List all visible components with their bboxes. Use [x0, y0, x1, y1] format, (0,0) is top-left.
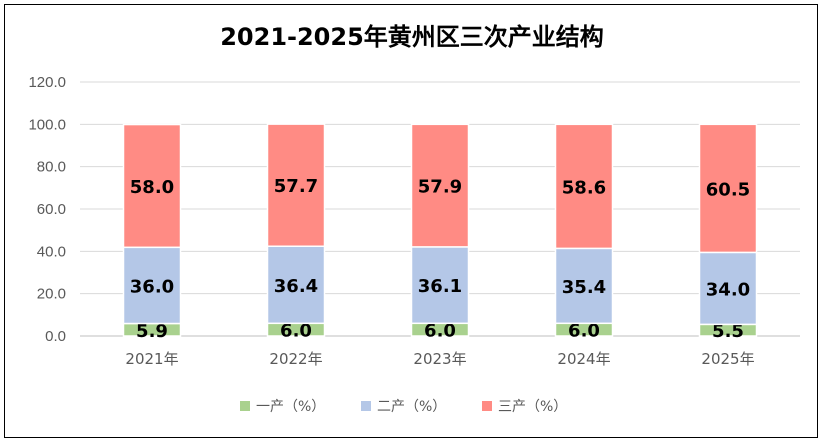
x-tick-label: 2024年 [557, 350, 610, 368]
y-tick-label: 40.0 [37, 243, 66, 260]
legend-swatch [240, 401, 250, 411]
bar-segment [410, 123, 470, 248]
x-tick-label: 2022年 [269, 350, 322, 368]
data-label: 5.9 [136, 321, 168, 342]
chart-title: 2021-2025年黄州区三次产业结构 [220, 23, 604, 51]
data-label: 58.6 [562, 177, 606, 198]
bar-segment [554, 247, 614, 325]
legend-label: 一产（%） [256, 399, 325, 415]
data-label: 36.1 [418, 276, 462, 297]
x-tick-label: 2025年 [701, 350, 754, 368]
data-label: 34.0 [706, 279, 750, 300]
legend-swatch [361, 401, 371, 411]
bars: 5.9 36.0 58.0 6.0 36.4 57.7 6.0 36.1 57.9 6.0 35.4… [122, 123, 758, 342]
y-tick-label: 120.0 [28, 74, 66, 91]
y-tick-label: 60.0 [37, 201, 66, 218]
data-label: 57.7 [274, 176, 318, 197]
y-tick-label: 80.0 [37, 159, 66, 176]
legend: 一产（%） 二产（%） 三产（%） [240, 399, 567, 415]
data-label: 5.5 [712, 321, 744, 342]
data-label: 57.9 [418, 177, 462, 198]
data-label: 6.0 [280, 321, 312, 342]
data-label: 6.0 [568, 321, 600, 342]
bar-segment [122, 123, 182, 249]
data-label: 58.0 [130, 177, 174, 198]
bar-segment [266, 123, 326, 248]
y-tick-label: 20.0 [37, 286, 66, 303]
data-label: 35.4 [562, 277, 606, 298]
bar-segment [266, 245, 326, 325]
bar-segment [698, 123, 758, 254]
x-axis: 2021年 2022年 2023年 2024年 2025年 [125, 350, 754, 368]
bar-segment [122, 246, 182, 325]
bar-segment [698, 251, 758, 326]
data-label: 36.0 [130, 276, 174, 297]
legend-label: 三产（%） [498, 399, 567, 415]
legend-swatch [482, 401, 492, 411]
y-tick-label: 100.0 [28, 116, 66, 133]
x-tick-label: 2023年 [413, 350, 466, 368]
data-label: 60.5 [706, 179, 750, 200]
y-tick-label: 0.0 [45, 328, 66, 345]
data-label: 36.4 [274, 276, 318, 297]
bar-segment [554, 123, 614, 250]
bar-segment [410, 246, 470, 325]
x-tick-label: 2021年 [125, 350, 178, 368]
data-label: 6.0 [424, 321, 456, 342]
y-axis: 0.0 20.0 40.0 60.0 80.0 100.0 120.0 [28, 74, 66, 345]
legend-label: 二产（%） [377, 399, 446, 415]
